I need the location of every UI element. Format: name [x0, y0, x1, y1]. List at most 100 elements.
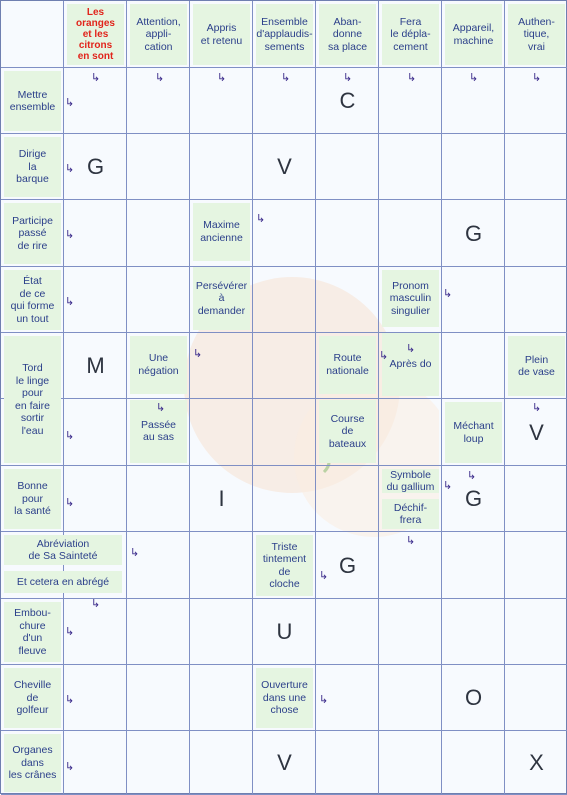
grid-cell[interactable]: [253, 267, 316, 333]
grid-cell[interactable]: [505, 532, 567, 599]
grid-cell[interactable]: [505, 599, 567, 665]
answer-letter[interactable]: U: [276, 619, 293, 644]
answer-letter[interactable]: C: [339, 88, 356, 113]
grid-cell[interactable]: [316, 68, 379, 134]
grid-cell[interactable]: [442, 333, 505, 399]
grid-cell[interactable]: [379, 599, 442, 665]
grid-cell[interactable]: [442, 466, 505, 532]
grid-cell[interactable]: [379, 267, 442, 333]
grid-cell[interactable]: [253, 599, 316, 665]
grid-cell[interactable]: [316, 665, 379, 731]
grid-cell[interactable]: [505, 134, 567, 200]
grid-cell[interactable]: [64, 599, 127, 665]
grid-cell[interactable]: [442, 134, 505, 200]
grid-cell[interactable]: [253, 399, 316, 466]
grid-cell[interactable]: [127, 200, 190, 267]
grid-cell[interactable]: [253, 333, 316, 399]
grid-cell[interactable]: [316, 466, 379, 532]
grid-cell[interactable]: [316, 599, 379, 665]
grid-cell[interactable]: [379, 665, 442, 731]
grid-cell[interactable]: [190, 599, 253, 665]
grid-cell[interactable]: [505, 466, 567, 532]
grid-cell[interactable]: [127, 665, 190, 731]
grid-cell[interactable]: [190, 399, 253, 466]
answer-letter[interactable]: I: [218, 486, 225, 511]
grid-cell[interactable]: [505, 333, 567, 399]
grid-cell[interactable]: [127, 267, 190, 333]
grid-cell[interactable]: [64, 267, 127, 333]
grid-cell[interactable]: [316, 532, 379, 599]
grid-cell[interactable]: [442, 200, 505, 267]
answer-letter[interactable]: G: [338, 552, 357, 578]
grid-cell[interactable]: [379, 466, 442, 532]
grid-cell[interactable]: [442, 399, 505, 466]
grid-cell[interactable]: [253, 134, 316, 200]
grid-cell[interactable]: [379, 200, 442, 267]
grid-cell[interactable]: [253, 466, 316, 532]
grid-cell[interactable]: [379, 134, 442, 200]
grid-cell[interactable]: [505, 68, 567, 134]
grid-cell[interactable]: [190, 731, 253, 795]
grid-cell[interactable]: [316, 333, 379, 399]
grid-cell[interactable]: [64, 333, 127, 399]
grid-cell: [1, 1, 64, 68]
grid-cell[interactable]: [127, 68, 190, 134]
grid-cell[interactable]: [64, 532, 127, 599]
grid-cell[interactable]: [379, 731, 442, 795]
answer-letter[interactable]: X: [529, 750, 544, 775]
grid-cell[interactable]: [316, 267, 379, 333]
grid-cell[interactable]: [127, 599, 190, 665]
grid-cell[interactable]: [127, 399, 190, 466]
grid-cell[interactable]: [127, 466, 190, 532]
grid-cell[interactable]: [379, 532, 442, 599]
answer-letter[interactable]: G: [86, 154, 105, 179]
grid-cell[interactable]: [127, 134, 190, 200]
grid-cell[interactable]: [190, 68, 253, 134]
grid-cell[interactable]: [190, 532, 253, 599]
grid-cell[interactable]: [253, 68, 316, 134]
answer-letter[interactable]: G: [464, 220, 483, 246]
grid-cell[interactable]: [253, 665, 316, 731]
grid-cell[interactable]: [379, 333, 442, 399]
grid-cell[interactable]: [379, 399, 442, 466]
answer-letter[interactable]: V: [529, 419, 544, 445]
grid-cell[interactable]: [442, 267, 505, 333]
grid-cell[interactable]: [442, 532, 505, 599]
grid-cell[interactable]: [64, 134, 127, 200]
grid-cell[interactable]: [253, 200, 316, 267]
grid-cell[interactable]: [190, 333, 253, 399]
grid-cell[interactable]: [316, 399, 379, 466]
grid-cell[interactable]: [127, 333, 190, 399]
grid-cell[interactable]: [442, 68, 505, 134]
answer-letter[interactable]: V: [277, 750, 292, 775]
grid-cell[interactable]: [64, 466, 127, 532]
grid-cell[interactable]: [505, 200, 567, 267]
answer-letter[interactable]: M: [86, 353, 105, 378]
grid-cell[interactable]: [127, 532, 190, 599]
grid-cell[interactable]: [442, 731, 505, 795]
grid-cell[interactable]: [316, 200, 379, 267]
grid-cell[interactable]: [64, 68, 127, 134]
grid-cell[interactable]: [316, 134, 379, 200]
grid-cell[interactable]: [127, 731, 190, 795]
grid-cell[interactable]: [64, 665, 127, 731]
answer-letter[interactable]: G: [464, 486, 483, 511]
grid-cell[interactable]: [190, 665, 253, 731]
grid-cell[interactable]: [505, 267, 567, 333]
grid-cell[interactable]: [442, 665, 505, 731]
grid-cell[interactable]: [316, 731, 379, 795]
grid-cell[interactable]: [190, 466, 253, 532]
answer-letter[interactable]: O: [464, 685, 483, 710]
grid-cell[interactable]: [442, 599, 505, 665]
grid-cell[interactable]: [64, 399, 127, 466]
answer-letter[interactable]: V: [277, 154, 292, 179]
grid-cell[interactable]: [505, 665, 567, 731]
grid-cell[interactable]: [64, 200, 127, 267]
grid-cell[interactable]: [253, 532, 316, 599]
grid-cell[interactable]: [190, 134, 253, 200]
grid-cell[interactable]: [190, 267, 253, 333]
grid-cell: [1, 466, 64, 532]
grid-cell[interactable]: [505, 399, 567, 466]
grid-cell[interactable]: [379, 68, 442, 134]
clue-direction-arrow-icon: ↳: [65, 163, 75, 175]
